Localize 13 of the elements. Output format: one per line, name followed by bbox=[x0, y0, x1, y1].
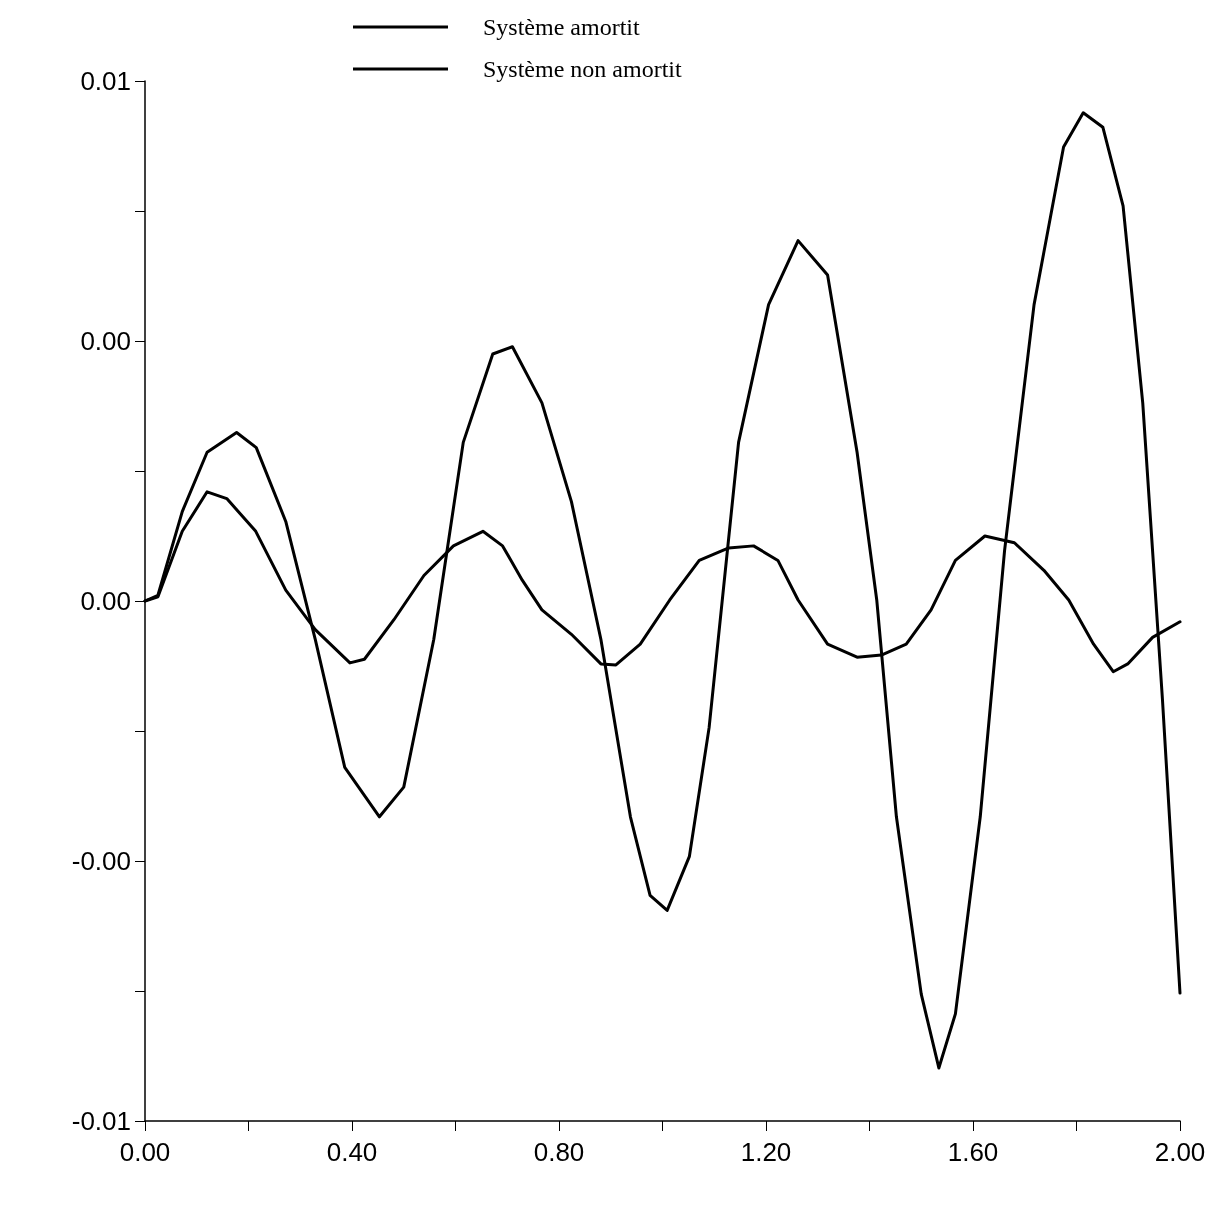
legend-label: Système amortit bbox=[483, 14, 640, 40]
x-tick-label: 1.60 bbox=[947, 1137, 999, 1167]
x-tick-label: 0.80 bbox=[533, 1137, 585, 1167]
y-tick-label: 0.00 bbox=[80, 326, 131, 356]
x-tick-label: 2.00 bbox=[1154, 1137, 1206, 1167]
y-tick-label: -0.01 bbox=[71, 1106, 131, 1136]
y-tick-label: 0.01 bbox=[80, 66, 131, 96]
y-tick-label: -0.00 bbox=[71, 846, 131, 876]
x-tick-label: 0.00 bbox=[119, 1137, 171, 1167]
x-tick-label: 1.20 bbox=[740, 1137, 792, 1167]
y-tick-label: 0.00 bbox=[80, 586, 131, 616]
x-tick-label: 0.40 bbox=[326, 1137, 378, 1167]
legend-label: Système non amortit bbox=[483, 56, 682, 82]
